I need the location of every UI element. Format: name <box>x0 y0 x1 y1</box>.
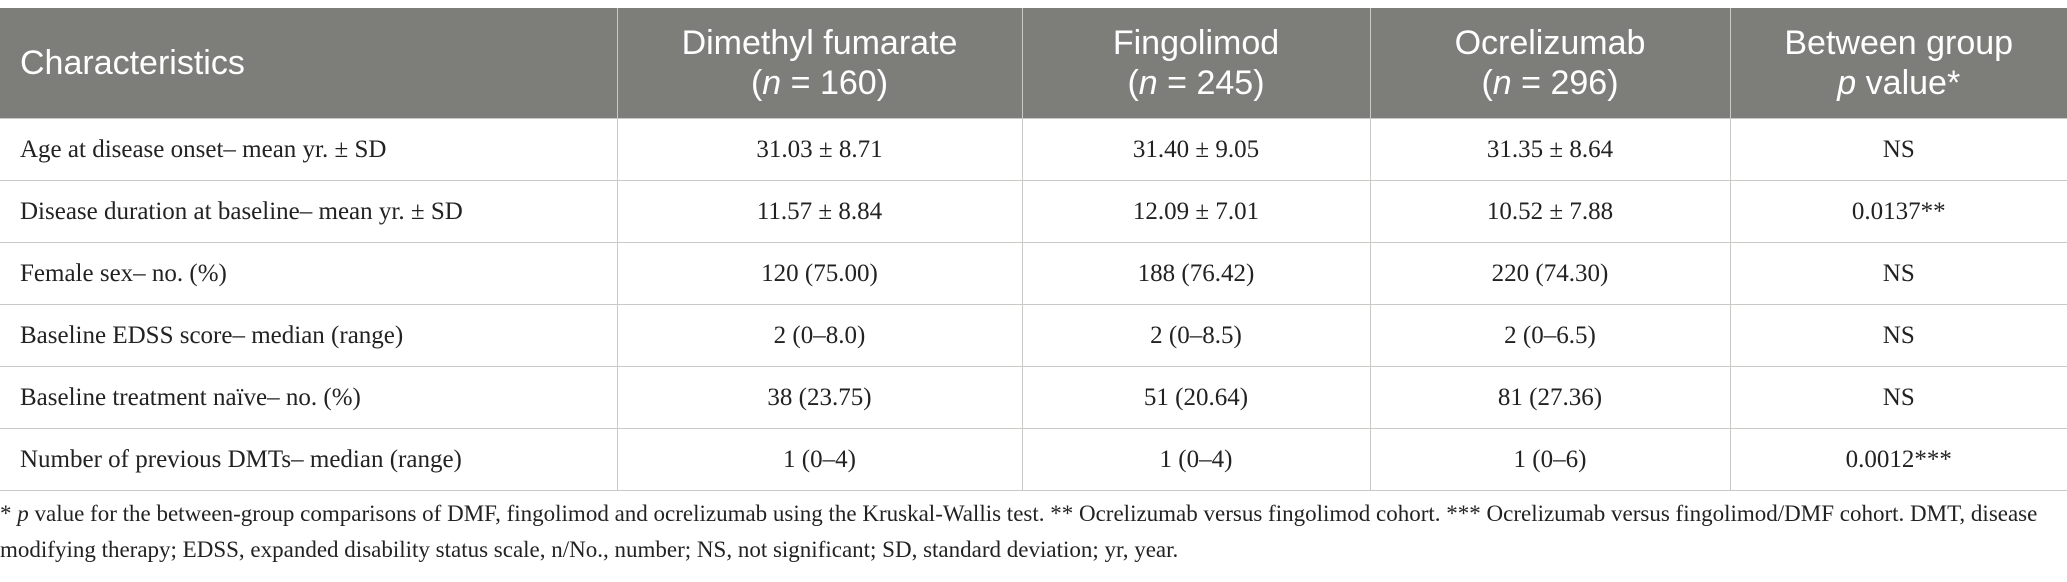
table-header: Characteristics Dimethyl fumarate (n = 1… <box>0 8 2067 119</box>
cell-dmf: 1 (0–4) <box>616 428 1023 491</box>
header-ocrelizumab: Ocrelizumab (n = 296) <box>1369 8 1730 119</box>
cell-p-value: 0.0137** <box>1729 180 2067 243</box>
header-between-group-p: Between group p value* <box>1729 8 2067 119</box>
row-label: Baseline EDSS score– median (range) <box>0 304 618 367</box>
cell-ocrelizumab: 220 (74.30) <box>1369 242 1731 305</box>
table-row: Disease duration at baseline– mean yr. ±… <box>0 180 2067 243</box>
cell-ocrelizumab: 81 (27.36) <box>1369 366 1731 429</box>
header-dmf-label: Dimethyl fumarate <box>681 24 958 62</box>
row-label: Number of previous DMTs– median (range) <box>0 428 618 491</box>
cell-p-value: NS <box>1729 366 2067 429</box>
header-between-group-label: Between group <box>1784 24 2014 62</box>
header-fingolimod: Fingolimod (n = 245) <box>1021 8 1370 119</box>
cell-fingolimod: 12.09 ± 7.01 <box>1021 180 1371 243</box>
cell-fingolimod: 2 (0–8.5) <box>1021 304 1371 367</box>
header-characteristics: Characteristics <box>0 8 617 119</box>
characteristics-table: Characteristics Dimethyl fumarate (n = 1… <box>0 8 2067 491</box>
table-row: Age at disease onset– mean yr. ± SD 31.0… <box>0 118 2067 181</box>
row-label: Age at disease onset– mean yr. ± SD <box>0 118 618 181</box>
header-dmf-count: (n = 160) <box>750 64 889 102</box>
cell-fingolimod: 1 (0–4) <box>1021 428 1371 491</box>
header-characteristics-label: Characteristics <box>20 44 245 82</box>
cell-p-value: NS <box>1729 242 2067 305</box>
header-ocrelizumab-count: (n = 296) <box>1481 64 1619 102</box>
cell-ocrelizumab: 1 (0–6) <box>1369 428 1731 491</box>
cell-ocrelizumab: 2 (0–6.5) <box>1369 304 1731 367</box>
cell-fingolimod: 188 (76.42) <box>1021 242 1371 305</box>
cell-dmf: 31.03 ± 8.71 <box>616 118 1023 181</box>
row-label: Disease duration at baseline– mean yr. ±… <box>0 180 618 243</box>
footnote-text: value for the between-group comparisons … <box>0 501 2038 562</box>
header-p-value-label: p value* <box>1837 64 1961 102</box>
header-fingolimod-label: Fingolimod <box>1112 24 1280 62</box>
header-ocrelizumab-label: Ocrelizumab <box>1454 24 1646 62</box>
cell-dmf: 2 (0–8.0) <box>616 304 1023 367</box>
footnote-p-var: p <box>17 501 29 526</box>
cell-p-value: NS <box>1729 304 2067 367</box>
table-row: Baseline EDSS score– median (range) 2 (0… <box>0 304 2067 367</box>
table-row: Number of previous DMTs– median (range) … <box>0 428 2067 491</box>
cell-fingolimod: 31.40 ± 9.05 <box>1021 118 1371 181</box>
cell-dmf: 38 (23.75) <box>616 366 1023 429</box>
cell-dmf: 11.57 ± 8.84 <box>616 180 1023 243</box>
header-row: Characteristics Dimethyl fumarate (n = 1… <box>0 8 2067 119</box>
cell-ocrelizumab: 10.52 ± 7.88 <box>1369 180 1731 243</box>
cell-p-value: NS <box>1729 118 2067 181</box>
header-dimethyl-fumarate: Dimethyl fumarate (n = 160) <box>616 8 1022 119</box>
cell-p-value: 0.0012*** <box>1729 428 2067 491</box>
row-label: Female sex– no. (%) <box>0 242 618 305</box>
table-body: Age at disease onset– mean yr. ± SD 31.0… <box>0 118 2067 491</box>
header-fingolimod-count: (n = 245) <box>1127 64 1265 102</box>
table-container: Characteristics Dimethyl fumarate (n = 1… <box>0 8 2067 491</box>
row-label: Baseline treatment naïve– no. (%) <box>0 366 618 429</box>
table-row: Baseline treatment naïve– no. (%) 38 (23… <box>0 366 2067 429</box>
table-footnote: * p value for the between-group comparis… <box>0 496 2050 568</box>
cell-dmf: 120 (75.00) <box>616 242 1023 305</box>
cell-fingolimod: 51 (20.64) <box>1021 366 1371 429</box>
cell-ocrelizumab: 31.35 ± 8.64 <box>1369 118 1731 181</box>
table-row: Female sex– no. (%) 120 (75.00) 188 (76.… <box>0 242 2067 305</box>
footnote-star: * <box>0 501 18 526</box>
